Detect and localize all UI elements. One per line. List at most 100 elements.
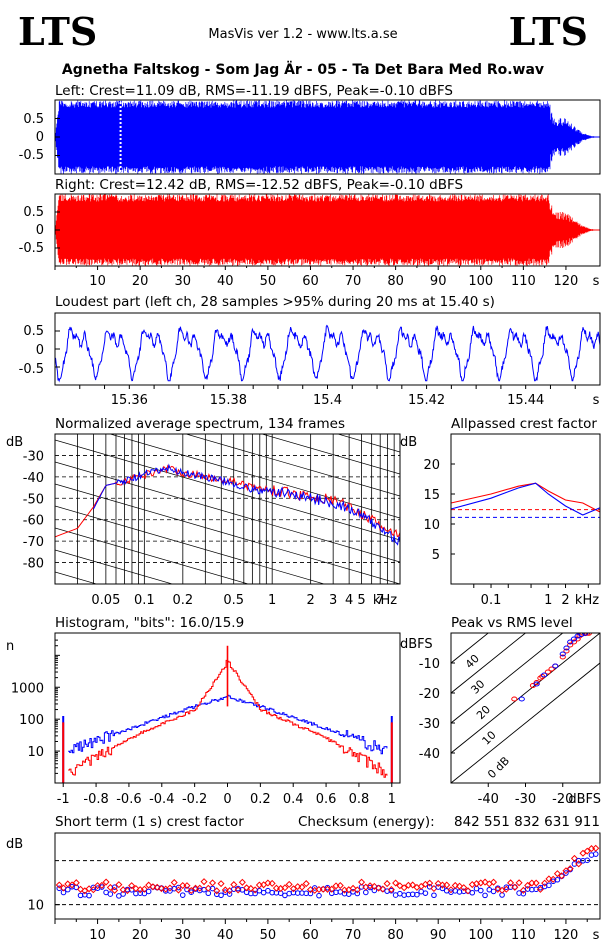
crest-diagonal	[451, 662, 600, 783]
crest-point-left	[167, 888, 173, 894]
crest-point-right	[340, 886, 349, 894]
crest-point-right	[102, 878, 110, 886]
crest-point-right	[294, 883, 302, 891]
crest-point-right	[366, 882, 374, 890]
crest-point-right	[251, 886, 259, 894]
crest-point-right	[123, 887, 131, 895]
x-tick-label: 110	[511, 928, 536, 943]
y-tick-label: -70	[23, 535, 44, 550]
crest-point-left	[111, 884, 118, 890]
x-tick-label: 80	[387, 274, 404, 289]
peak-rms-ticks: -10 -20 -30 -40 -40 -30 -20	[419, 657, 574, 807]
x-tick-label: 70	[345, 274, 362, 289]
crest-point-right	[238, 878, 246, 886]
file-title: Agnetha Faltskog - Som Jag Är - 05 - Ta …	[62, 61, 544, 78]
crest-point-right	[443, 881, 451, 889]
peak-rms-point	[567, 639, 574, 645]
checksum-label: Checksum (energy):	[298, 814, 435, 830]
x-tick-label: 0	[223, 792, 231, 807]
y-tick-label: 10	[27, 745, 44, 760]
crest-diagonal	[451, 633, 564, 724]
short-term-plot	[55, 844, 600, 906]
left-y-tick: -0.5	[19, 148, 44, 163]
diagonal-label: 10	[480, 729, 499, 748]
diagonal-label: 0 dB	[485, 754, 512, 781]
crest-point-right	[460, 884, 468, 892]
crest-point-right	[55, 881, 63, 889]
crest-point-right	[587, 845, 596, 853]
x-tick-label: 15.36	[111, 393, 148, 408]
crest-point-left	[482, 892, 488, 899]
crest-point-right	[336, 882, 344, 890]
x-tick-label: -30	[515, 792, 536, 807]
short-term-frame	[54, 832, 601, 920]
peak-rms-point	[563, 645, 570, 651]
crest-point-right	[319, 885, 327, 893]
crest-point-right	[451, 881, 459, 889]
x-tick-label: 10	[89, 274, 106, 289]
right-waveform-xticks: 10 20 30 40 50 60 70 80 90 100 110 120 s	[54, 266, 600, 289]
y-tick-label: -30	[23, 449, 44, 464]
peak-rms-ylabel: dBFS	[400, 637, 433, 652]
right-waveform-panel: Right: Crest=12.42 dB, RMS=-12.52 dBFS, …	[19, 177, 601, 289]
x-tick-label: 1	[388, 792, 396, 807]
diagonal-label: 20	[474, 703, 493, 722]
crest-point-right	[174, 886, 183, 894]
y-tick-label: 10	[27, 899, 44, 914]
crest-point-right	[353, 886, 361, 894]
crest-point-left	[99, 884, 105, 890]
crest-point-right	[111, 886, 119, 894]
crest-point-right	[545, 875, 553, 883]
loudest-part-plot	[54, 324, 601, 383]
loudest-y-tick: 0	[36, 343, 44, 358]
y-tick-label: 10	[423, 518, 440, 533]
crest-point-right	[243, 884, 251, 892]
loudest-part-xticks: 15.36 15.38 15.4 15.42 15.44 s	[79, 385, 600, 408]
crest-point-right	[68, 881, 76, 889]
slope-lines	[55, 434, 400, 584]
crest-point-left	[226, 891, 233, 897]
spectrum-panel: Normalized average spectrum, 134 frames …	[6, 416, 401, 608]
crest-point-left	[86, 892, 92, 899]
logo-right: LTS	[509, 9, 588, 54]
x-tick-label: 60	[302, 928, 319, 943]
x-unit-label: kHz	[575, 593, 599, 608]
left-waveform-plot	[55, 100, 600, 174]
histogram-title: Histogram, "bits": 16.0/15.9	[55, 615, 244, 631]
x-tick-label: 20	[132, 928, 149, 943]
crest-point-right	[255, 881, 263, 889]
crest-point-right	[379, 885, 387, 893]
slope-line	[55, 527, 250, 584]
spectrum-plot	[54, 434, 401, 584]
x-tick-label: 120	[554, 274, 579, 289]
crest-point-right	[430, 884, 438, 893]
x-tick-label: 0.1	[134, 593, 155, 608]
crest-point-left	[218, 892, 224, 899]
crest-point-left	[426, 883, 433, 890]
crest-point-right	[583, 847, 591, 855]
x-tick-label: 120	[554, 928, 579, 943]
crest-point-left	[563, 870, 569, 876]
crest-point-right	[490, 878, 498, 886]
crest-point-right	[191, 884, 200, 892]
allpassed-panel: Allpassed crest factor dB 20 15 10 5 0.1 1 2 kH…	[400, 416, 601, 608]
crest-point-right	[264, 879, 272, 887]
slope-line	[55, 461, 400, 563]
crest-point-right	[579, 849, 587, 857]
x-tick-label: 2	[307, 593, 315, 608]
left-waveform-frame	[54, 99, 601, 175]
right-waveform-plot	[55, 194, 600, 266]
crest-point-left	[316, 892, 322, 899]
x-tick-label: 0.2	[250, 792, 271, 807]
right-waveform-title: Right: Crest=12.42 dB, RMS=-12.52 dBFS, …	[55, 177, 463, 193]
y-tick-label: -30	[419, 717, 440, 732]
x-tick-label: 100	[468, 274, 493, 289]
crest-point-left	[554, 876, 561, 883]
peak-rms-point	[567, 642, 574, 648]
peak-rms-point	[570, 639, 578, 645]
crest-point-right	[166, 884, 174, 892]
x-tick-label: 110	[511, 274, 536, 289]
loudest-part-panel: Loudest part (left ch, 28 samples >95% d…	[19, 294, 601, 408]
